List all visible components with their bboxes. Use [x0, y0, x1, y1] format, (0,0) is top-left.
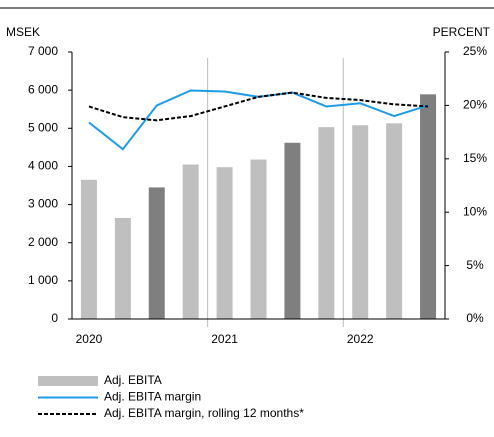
y-tick-label: 6 000 [28, 82, 58, 96]
bar [250, 159, 267, 319]
y-tick-label: 0 [51, 311, 58, 325]
legend-swatch [38, 376, 98, 386]
y-axis-label: MSEK [6, 25, 40, 39]
bar [148, 187, 165, 319]
bar [386, 123, 403, 319]
bar [420, 94, 437, 320]
y-tick-label: 2 000 [28, 235, 58, 249]
x-tick-label: 2020 [76, 332, 103, 346]
y2-axis-label: PERCENT [433, 25, 491, 39]
bar [182, 164, 199, 319]
y2-tick-label: 0% [466, 311, 484, 325]
y-tick-label: 4 000 [28, 159, 58, 173]
y-tick-label: 7 000 [28, 44, 58, 58]
bar [216, 167, 233, 319]
y2-tick-label: 15% [463, 151, 487, 165]
y-tick-label: 5 000 [28, 120, 58, 134]
y2-tick-label: 5% [466, 258, 484, 272]
line [88, 89, 429, 151]
bar [352, 125, 369, 319]
y-tick-label: 3 000 [28, 197, 58, 211]
x-tick-label: 2021 [211, 332, 238, 346]
line [88, 91, 429, 122]
y2-tick-label: 25% [463, 44, 487, 58]
bar [114, 217, 131, 319]
y2-tick-label: 10% [463, 204, 487, 218]
y2-tick-label: 20% [463, 98, 487, 112]
legend-label: Adj. EBITA margin, rolling 12 months* [104, 406, 304, 420]
bar [80, 179, 97, 319]
legend-label: Adj. EBITA [104, 373, 162, 387]
legend-label: Adj. EBITA margin [104, 390, 201, 404]
bar [284, 142, 301, 319]
bar [318, 127, 335, 320]
x-tick-label: 2022 [347, 332, 374, 346]
y-tick-label: 1 000 [28, 273, 58, 287]
